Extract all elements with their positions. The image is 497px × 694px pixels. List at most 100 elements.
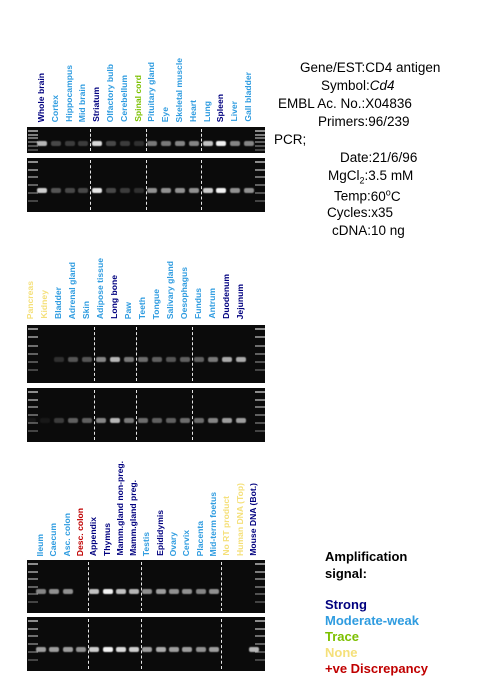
lane-label: Tongue bbox=[151, 288, 161, 319]
size-ladder-band bbox=[28, 191, 38, 194]
lane-label: Epididymis bbox=[154, 510, 165, 556]
pcr-band bbox=[92, 188, 103, 193]
lane-label: Spleen bbox=[215, 93, 226, 122]
size-ladder-band bbox=[28, 585, 38, 588]
pcr-band bbox=[194, 418, 204, 423]
pcr-band bbox=[161, 141, 172, 146]
size-ladder-band bbox=[255, 361, 265, 364]
pcr-band bbox=[195, 589, 206, 594]
lane-separator bbox=[200, 160, 202, 210]
pcr-band bbox=[54, 418, 64, 423]
pcr-band bbox=[78, 141, 89, 146]
symbol-value: Cd4 bbox=[369, 78, 395, 93]
cycles-key: Cycles: bbox=[327, 205, 372, 220]
size-ladder-band bbox=[28, 344, 38, 347]
size-ladder-band bbox=[28, 620, 38, 622]
symbol-key: Symbol: bbox=[321, 78, 370, 93]
pcr-band bbox=[202, 141, 213, 146]
lane-label: Human DNA (Top) bbox=[234, 482, 245, 556]
pcr-band bbox=[96, 357, 106, 362]
lane-label: Adipose tissue bbox=[95, 257, 105, 319]
size-ladder-band bbox=[255, 421, 265, 424]
size-ladder-band bbox=[28, 336, 38, 339]
size-ladder-band bbox=[255, 391, 265, 393]
pcr-band bbox=[62, 647, 73, 652]
pcr-band bbox=[110, 418, 120, 423]
mgcl-row: MgCl2:3.5 mM bbox=[328, 168, 413, 186]
pcr-band bbox=[115, 647, 126, 652]
pcr-band bbox=[208, 647, 219, 652]
pcr-band bbox=[102, 647, 113, 652]
pcr-band bbox=[194, 357, 204, 362]
pcr-band bbox=[119, 188, 130, 193]
lane-label: Antrum bbox=[207, 288, 217, 319]
size-ladder-band bbox=[28, 184, 38, 187]
lane-label: Thymus bbox=[101, 523, 112, 556]
size-ladder-band bbox=[255, 176, 265, 179]
cycles-value: x35 bbox=[371, 205, 394, 220]
pcr-band bbox=[78, 188, 89, 193]
size-ladder-band bbox=[28, 563, 38, 565]
pcr-band bbox=[230, 188, 241, 193]
lane-separator bbox=[145, 129, 147, 151]
pcr-band bbox=[188, 188, 199, 193]
lane-label: Ovary bbox=[168, 531, 178, 556]
size-ladder-band bbox=[28, 199, 38, 202]
size-ladder-band bbox=[28, 141, 38, 144]
lane-label: Eye bbox=[160, 106, 171, 122]
lane-label: Cortex bbox=[49, 94, 60, 122]
size-ladder-band bbox=[255, 369, 265, 372]
lane-label: Cerebellum bbox=[118, 75, 129, 122]
lane-separator bbox=[145, 160, 147, 210]
size-ladder-band bbox=[28, 600, 38, 603]
lane-label: Striatum bbox=[91, 87, 102, 122]
mgcl-colon: : bbox=[364, 168, 369, 183]
pcr-band bbox=[216, 188, 227, 193]
size-ladder-band bbox=[255, 635, 265, 638]
size-ladder-band bbox=[255, 650, 265, 653]
legend-title-line1: Amplification bbox=[325, 549, 408, 564]
pcr-row: PCR; bbox=[274, 132, 306, 147]
legend-discrepancy: +ve Discrepancy bbox=[325, 661, 428, 676]
lane-label: Whole brain bbox=[36, 72, 46, 122]
size-ladder-band bbox=[28, 414, 38, 417]
size-ladder-band bbox=[255, 144, 265, 147]
size-ladder-band bbox=[255, 429, 265, 432]
primers-key: Primers: bbox=[318, 114, 369, 129]
size-ladder-band bbox=[255, 191, 265, 194]
lane-separator bbox=[220, 562, 222, 611]
lane-label: Kidney bbox=[39, 290, 49, 319]
temp-value: 60oC bbox=[371, 187, 401, 204]
pcr-band bbox=[152, 418, 162, 423]
size-ladder-band bbox=[28, 130, 38, 132]
pcr-band bbox=[129, 647, 140, 652]
lane-label: Spinal cord bbox=[132, 75, 143, 122]
pcr-band bbox=[37, 188, 47, 193]
pcr-band bbox=[40, 418, 50, 423]
lane-label: Mamm.gland preg. bbox=[128, 480, 139, 556]
size-ladder-band bbox=[255, 563, 265, 565]
pcr-band bbox=[244, 141, 254, 146]
date-row: Date:21/6/96 bbox=[340, 150, 417, 165]
lane-label: Salivary gland bbox=[165, 260, 175, 319]
lane-label: Lung bbox=[201, 101, 212, 122]
pcr-band bbox=[110, 357, 120, 362]
size-ladder-band bbox=[255, 328, 265, 330]
size-ladder-band bbox=[28, 133, 38, 136]
lane-separator bbox=[87, 562, 89, 611]
lane-separator bbox=[90, 160, 92, 210]
size-ladder-band bbox=[255, 620, 265, 622]
pcr-band bbox=[236, 357, 246, 362]
pcr-band bbox=[175, 188, 185, 193]
pcr-band bbox=[124, 418, 134, 423]
legend-trace: Trace bbox=[325, 629, 359, 644]
size-ladder-band bbox=[28, 369, 38, 372]
size-ladder-band bbox=[255, 148, 265, 151]
pcr-band bbox=[142, 589, 153, 594]
lane-label: Mid brain bbox=[77, 83, 88, 122]
cdna-value: 10 ng bbox=[371, 223, 405, 238]
pcr-band bbox=[182, 647, 193, 652]
pcr-band bbox=[166, 357, 176, 362]
lane-separator bbox=[140, 562, 142, 611]
lane-label: Jejunum bbox=[235, 283, 245, 319]
